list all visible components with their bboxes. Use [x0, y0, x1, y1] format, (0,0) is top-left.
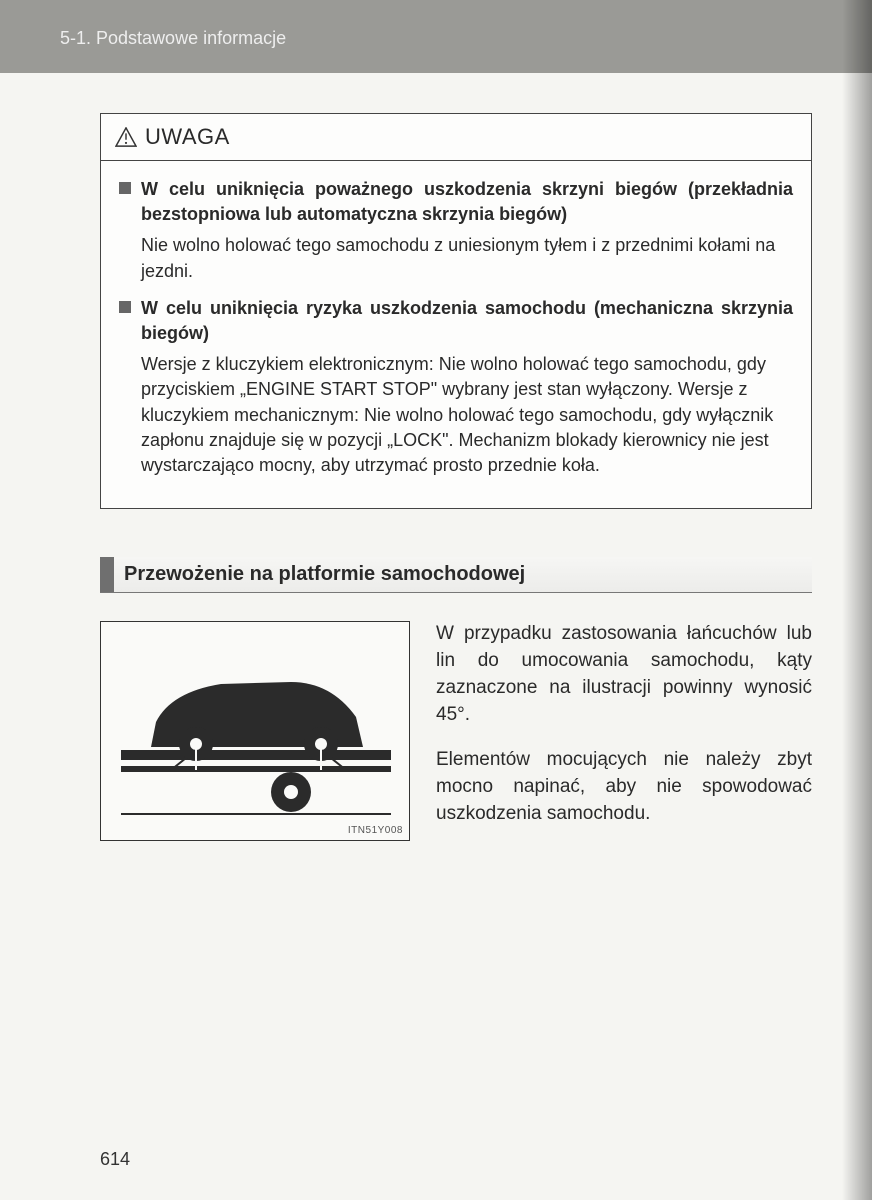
car-on-flatbed-icon [101, 622, 411, 842]
section-bar-icon [100, 557, 114, 592]
page-number: 614 [100, 1149, 130, 1170]
caution-item-body: Wersje z kluczykiem elektronicznym: Nie … [141, 352, 793, 478]
caution-item-heading: W celu uniknięcia poważnego uszkodzenia … [119, 177, 793, 227]
figure-paragraph: Elementów mocujących nie należy zbyt moc… [436, 747, 812, 828]
caution-item-body: Nie wolno holować tego samochodu z unies… [141, 233, 793, 283]
page-header: 5-1. Podstawowe informacje [0, 0, 872, 73]
caution-heading-text: W celu uniknięcia poważnego uszkodzenia … [141, 177, 793, 227]
caution-heading-text: W celu uniknięcia ryzyka uszkodzenia sam… [141, 296, 793, 346]
chapter-label: 5-1. Podstawowe informacje [60, 28, 286, 48]
caution-box: UWAGA W celu uniknięcia poważnego uszkod… [100, 113, 812, 509]
page-edge-shadow [842, 0, 872, 1200]
figure-caption: ITN51Y008 [348, 825, 403, 836]
figure-illustration: ITN51Y008 [100, 621, 410, 841]
warning-triangle-icon [115, 127, 137, 147]
caution-item: W celu uniknięcia ryzyka uszkodzenia sam… [119, 296, 793, 478]
caution-title-text: UWAGA [145, 124, 230, 150]
caution-item: W celu uniknięcia poważnego uszkodzenia … [119, 177, 793, 284]
figure-text: W przypadku zastosowania łańcuchów lub l… [436, 621, 812, 846]
section-heading: Przewożenie na platformie samochodowej [100, 557, 812, 593]
caution-item-heading: W celu uniknięcia ryzyka uszkodzenia sam… [119, 296, 793, 346]
page-content: UWAGA W celu uniknięcia poważnego uszkod… [0, 73, 872, 846]
figure-paragraph: W przypadku zastosowania łańcuchów lub l… [436, 621, 812, 729]
figure-row: ITN51Y008 W przypadku zastosowania łańcu… [100, 621, 812, 846]
bullet-square-icon [119, 182, 131, 194]
caution-body: W celu uniknięcia poważnego uszkodzenia … [101, 161, 811, 508]
caution-title-row: UWAGA [101, 114, 811, 161]
bullet-square-icon [119, 301, 131, 313]
section-title: Przewożenie na platformie samochodowej [114, 557, 535, 592]
